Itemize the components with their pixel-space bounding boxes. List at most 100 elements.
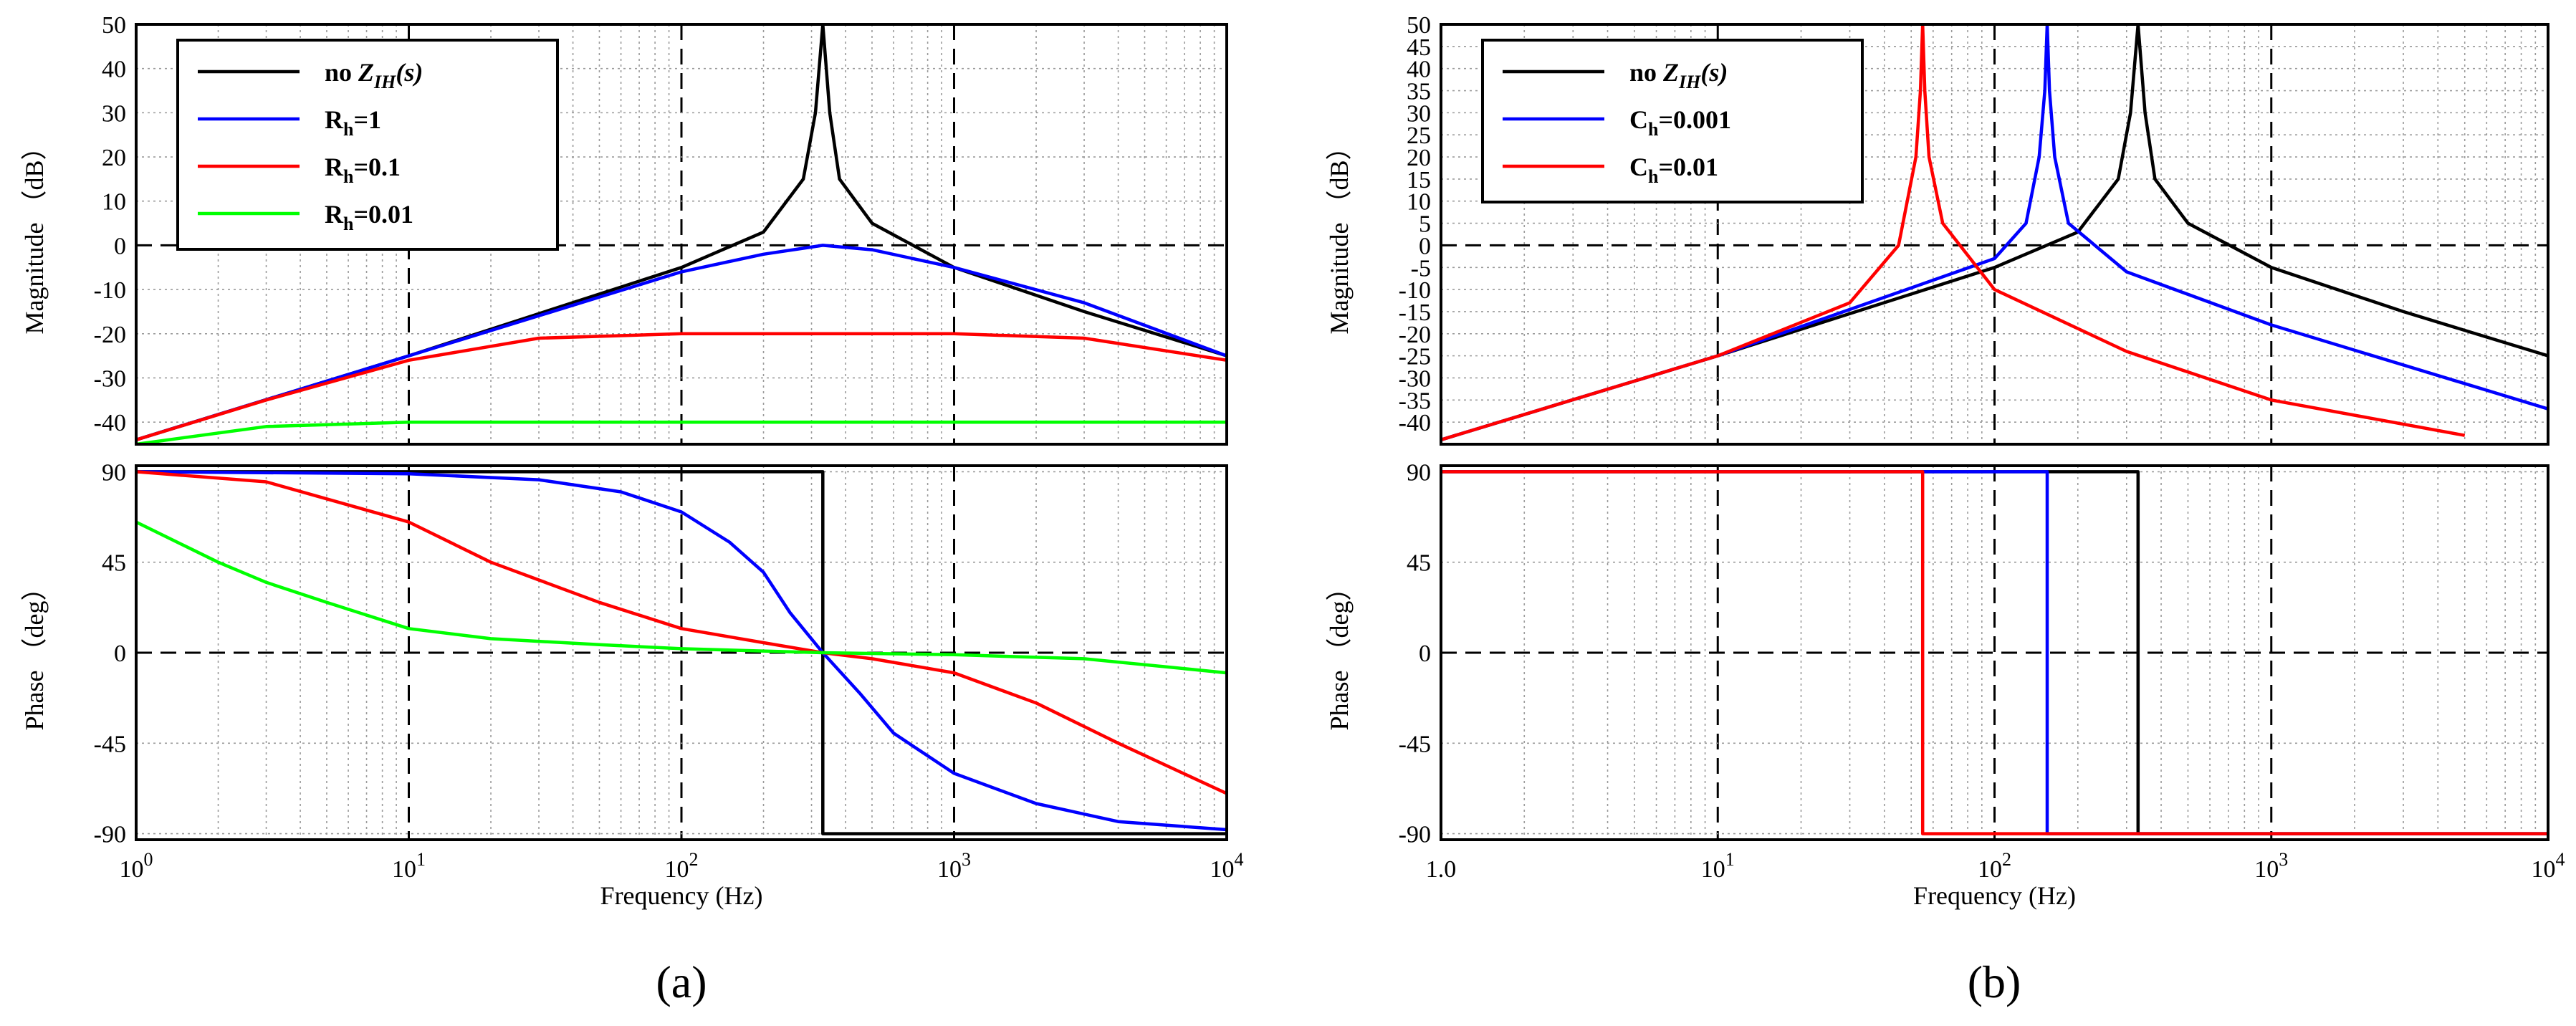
tick-exponent: 0: [144, 849, 153, 870]
tick-exponent: 4: [2556, 849, 2565, 870]
legend-label-main: R: [325, 153, 344, 181]
series-line-r-h-0-01: [136, 520, 1227, 675]
y-tick-label: 90: [1407, 459, 1431, 486]
y-tick-label: 20: [102, 145, 126, 171]
legend-label-tail: =0.001: [1658, 105, 1731, 134]
y-tick-label: -30: [94, 365, 126, 392]
legend-label: Ch=0.01: [1629, 153, 1718, 187]
tick-base: 10: [665, 856, 689, 883]
x-tick-label: 101: [392, 849, 426, 883]
phase-panel: 90 45 0 -45 -90 Phase （deg）: [1325, 459, 2549, 848]
x-tick-label: 1.0: [1426, 856, 1457, 883]
legend-label: no ZIH(s): [1629, 58, 1728, 92]
series-line-no-z-ih-s-: [1441, 24, 2548, 441]
tick-exponent: 4: [1235, 849, 1244, 870]
y-tick-label: -5: [1411, 255, 1431, 282]
y-tick-label: 40: [102, 57, 126, 83]
legend-label-sub: IH: [1678, 72, 1701, 92]
y-tick-label: -40: [1399, 410, 1431, 436]
series-line-c-h-0-01: [1441, 24, 2466, 441]
y-tick-label: 0: [114, 641, 126, 667]
legend-label-main: R: [325, 200, 344, 229]
y-tick-label: 40: [1407, 57, 1431, 83]
tick-base: 10: [937, 856, 962, 883]
y-tick-label: 50: [102, 12, 126, 39]
y-tick-label: 10: [1407, 189, 1431, 216]
y-tick-label: -15: [1399, 299, 1431, 326]
tick-base: 10: [2532, 856, 2556, 883]
legend-label-tail: (s): [1700, 58, 1728, 87]
y-tick-label: -10: [94, 277, 126, 304]
legend-label-main: R: [325, 105, 344, 134]
plot-frame: [1440, 464, 2549, 841]
tick-base: 10: [120, 856, 144, 883]
y-tick-label: -45: [1399, 731, 1431, 757]
legend-label-sub: h: [343, 166, 354, 187]
legend-label-tail: =0.1: [353, 153, 401, 181]
tick-exponent: 1: [1725, 849, 1735, 870]
plot-frame: [135, 464, 1228, 841]
tick-base: 10: [1701, 856, 1725, 883]
y-axis-label: Phase （deg）: [1325, 575, 1354, 731]
magnitude-panel: 50 40 30 20 10 0 -10 -20 -30 -40 Magnitude （dB）: [20, 12, 1228, 446]
tick-exponent: 2: [689, 849, 699, 870]
legend-label: no ZIH(s): [325, 58, 423, 92]
tick-exponent: 3: [962, 849, 971, 870]
y-axis-label: Phase （deg）: [20, 575, 49, 731]
x-tick-label: 102: [665, 849, 699, 883]
plot-frame: [1440, 23, 2549, 446]
y-tick-label: 25: [1407, 123, 1431, 149]
x-tick-label: 101: [1701, 849, 1735, 883]
y-tick-label: 45: [102, 550, 126, 577]
legend-label-tail: =0.01: [353, 200, 413, 229]
y-tick-label: -40: [94, 410, 126, 436]
y-tick-label: 30: [102, 100, 126, 127]
series-line-r-h-1: [136, 244, 1227, 441]
subplot-label: (b): [1968, 957, 2021, 1007]
x-tick-label: 103: [937, 849, 971, 883]
legend-label: Rh=0.01: [325, 200, 413, 234]
y-tick-label: -35: [1399, 388, 1431, 414]
y-tick-label: 15: [1407, 167, 1431, 193]
y-tick-label: -20: [1399, 322, 1431, 348]
legend: no ZIH(s)Rh=1Rh=0.1Rh=0.01: [176, 39, 559, 251]
y-tick-label: 50: [1407, 12, 1431, 39]
y-tick-label: -20: [94, 322, 126, 348]
tick-exponent: 1: [416, 849, 426, 870]
legend-label-main: C: [1629, 105, 1648, 134]
x-axis-label: Frequency (Hz): [600, 881, 763, 910]
subplot-label: (a): [656, 957, 707, 1007]
plot-frame: [135, 23, 1228, 446]
y-tick-label: -90: [94, 822, 126, 848]
y-tick-label: -10: [1399, 277, 1431, 304]
y-tick-label: 35: [1407, 79, 1431, 105]
legend-box: [1481, 39, 1864, 203]
tick-base: 10: [1978, 856, 2002, 883]
legend-label-main: no: [325, 58, 358, 87]
x-tick-label: 104: [1210, 849, 1244, 883]
y-tick-label: 5: [1419, 211, 1431, 238]
legend-label-math: Z: [358, 58, 374, 87]
y-tick-label: 45: [1407, 550, 1431, 577]
y-tick-label: 30: [1407, 100, 1431, 127]
y-tick-label: 10: [102, 189, 126, 216]
legend-label-sub: h: [1648, 166, 1659, 187]
x-tick-label: 100: [120, 849, 153, 883]
y-tick-label: -30: [1399, 365, 1431, 392]
y-tick-label: 0: [114, 233, 126, 259]
chart-b: 50454035302520151050-5-10-15-20-25-30-35…: [1325, 12, 2565, 1007]
y-tick-label: 45: [1407, 34, 1431, 61]
y-tick-label: 0: [1419, 641, 1431, 667]
x-axis-label: Frequency (Hz): [1913, 881, 2076, 910]
tick-base: 10: [1210, 856, 1235, 883]
legend-label-sub: h: [1648, 119, 1659, 140]
legend-label-main: C: [1629, 153, 1648, 181]
legend-label: Ch=0.001: [1629, 105, 1731, 140]
series-line-c-h-0-01: [1441, 470, 2548, 835]
legend-label-tail: (s): [396, 58, 423, 87]
legend-label-main: no: [1629, 58, 1663, 87]
series-line-c-h-0-001: [1441, 24, 2548, 441]
